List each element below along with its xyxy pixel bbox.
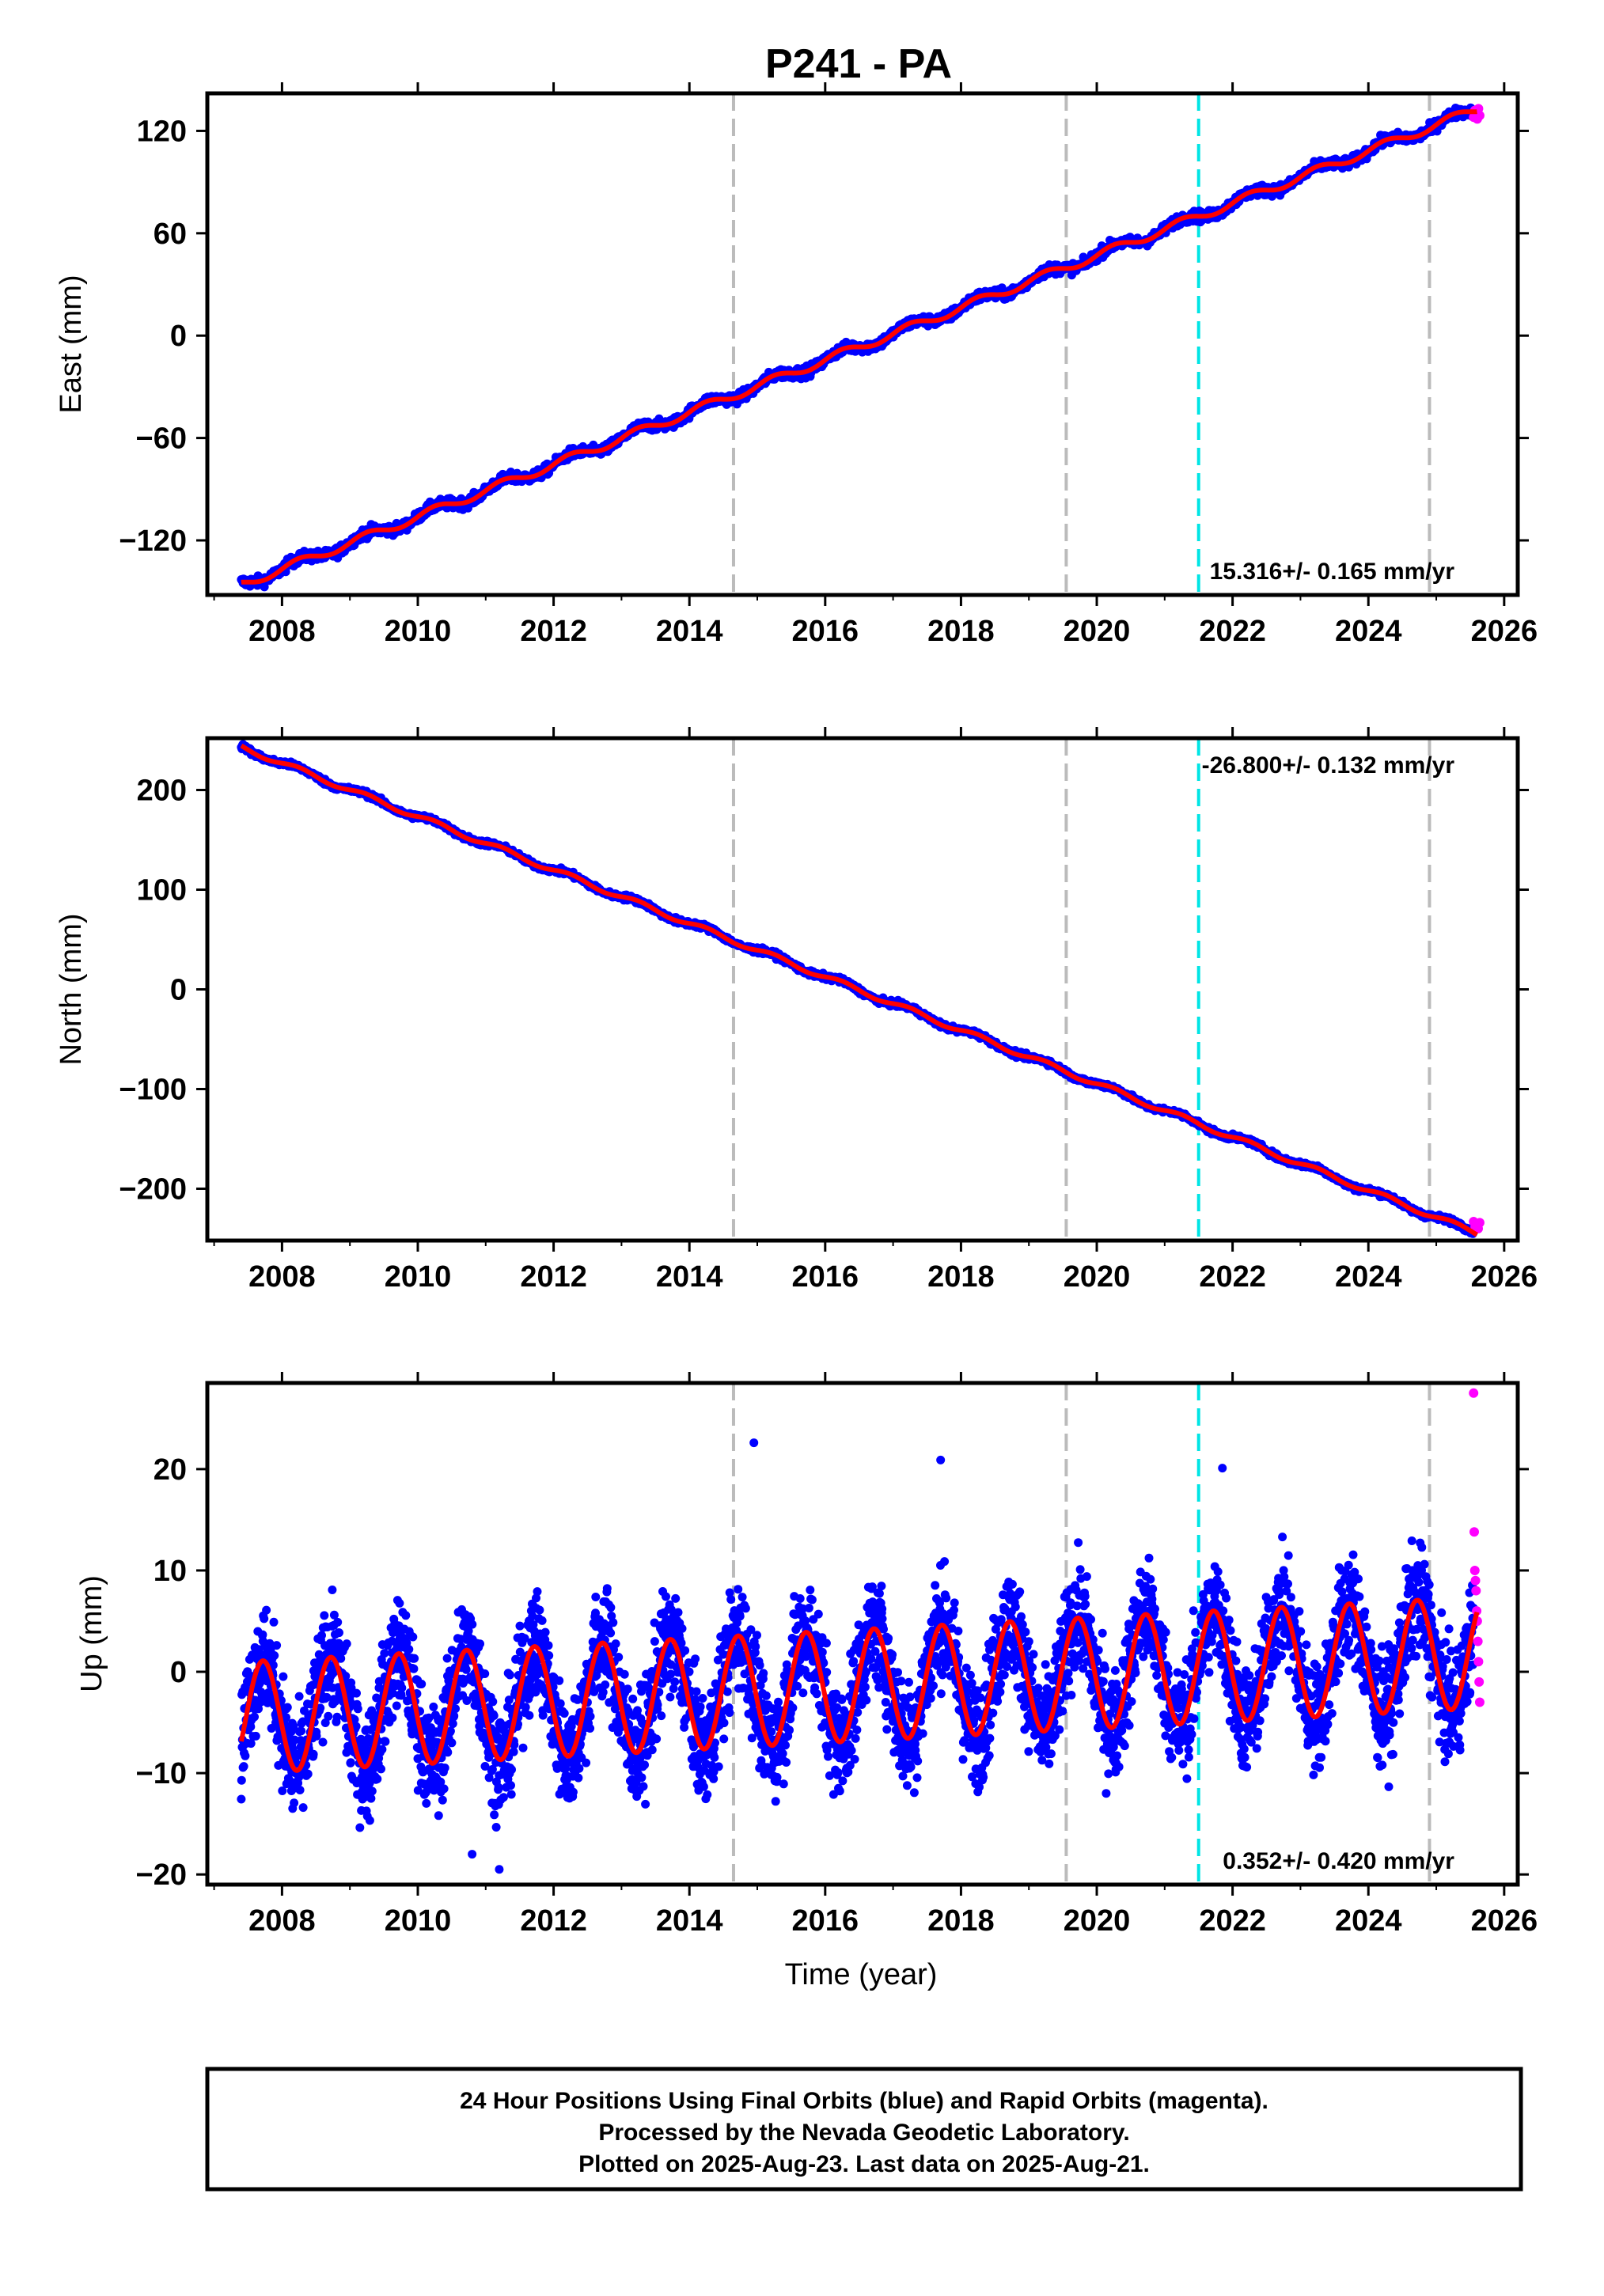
data-point: [283, 1703, 292, 1712]
x-tick-label: 2018: [927, 615, 995, 648]
data-point: [241, 1751, 250, 1760]
data-point: [365, 1816, 374, 1825]
x-tick-label: 2014: [656, 1260, 723, 1294]
data-point: [269, 1617, 279, 1627]
x-tick-label: 2010: [385, 1260, 452, 1294]
data-point: [353, 1704, 362, 1714]
model-line: [240, 743, 1479, 1237]
data-point: [320, 1611, 329, 1620]
data-point: [366, 1794, 376, 1803]
x-tick-label: 2026: [1471, 1260, 1538, 1294]
data-point: [312, 1731, 321, 1741]
data-point: [377, 1745, 387, 1754]
x-tick-label: 2018: [927, 1260, 995, 1294]
data-point: [324, 1711, 333, 1721]
data-point: [332, 1712, 342, 1722]
data-point: [250, 1712, 259, 1722]
data-point: [381, 1737, 390, 1746]
x-tick-label: 2016: [792, 1260, 859, 1294]
y-tick-label: −100: [119, 1073, 187, 1106]
data-point: [380, 1649, 389, 1658]
data-point: [388, 1713, 397, 1722]
data-point: [294, 1692, 304, 1701]
data-point: [298, 1803, 308, 1813]
data-point: [328, 1586, 337, 1594]
data-point: [352, 1688, 361, 1698]
panel-up: 2008 2010 2012 2014 2016 2018 2020 2022 2024 2026…: [75, 1372, 1538, 1991]
x-tick-label: 2022: [1199, 615, 1266, 648]
data-point: [270, 1651, 279, 1660]
figure-title: P241 - PA: [765, 41, 952, 87]
plot-frame: [205, 91, 1520, 597]
data-point: [260, 1614, 269, 1623]
y-tick-label: −120: [119, 525, 187, 558]
data-point: [397, 1683, 407, 1692]
x-tick-label: 2008: [248, 1260, 316, 1294]
data-point: [401, 1611, 411, 1620]
data-point: [318, 1737, 328, 1747]
y-tick-label: −200: [119, 1173, 187, 1206]
y-axis-label: East (mm): [55, 275, 88, 413]
x-tick-label: 2020: [1064, 615, 1131, 648]
data-point: [237, 1794, 246, 1804]
data-point: [260, 582, 269, 592]
data-point: [367, 1786, 377, 1796]
rapid-orbit-point: [1474, 1218, 1485, 1228]
x-tick-label: 2024: [1335, 1260, 1402, 1294]
data-point: [333, 1617, 343, 1627]
rate-label: -26.800+/- 0.132 mm/yr: [1202, 752, 1455, 779]
y-tick-label: −60: [136, 422, 187, 456]
x-tick-label: 2016: [792, 615, 859, 648]
data-point: [395, 1598, 404, 1608]
data-point: [272, 1641, 282, 1650]
x-tick-label: 2024: [1335, 615, 1402, 648]
x-tick-label: 2012: [520, 615, 587, 648]
data-point: [262, 1605, 271, 1615]
data-point: [297, 1726, 306, 1736]
data-point: [342, 1639, 351, 1649]
data-point: [251, 1731, 260, 1741]
y-tick-label: 120: [137, 115, 187, 148]
y-tick-label: 60: [154, 218, 187, 251]
y-axis-label: North (mm): [55, 913, 88, 1065]
data-point: [373, 1775, 382, 1783]
rate-label: 15.316+/- 0.165 mm/yr: [1210, 559, 1455, 585]
data-point: [377, 1764, 385, 1774]
panel-north: 2008 2010 2012 2014 2016 2018 2020 2022 2024 2026…: [55, 727, 1538, 1294]
y-tick-label: 100: [137, 874, 187, 907]
model-line: [241, 109, 1477, 585]
data-point: [335, 1628, 343, 1638]
data-point: [239, 1762, 248, 1771]
data-point: [303, 1769, 313, 1779]
rapid-orbit-point: [1474, 111, 1485, 121]
data-point: [295, 1786, 305, 1794]
final-orbits-points: [237, 1438, 1478, 1874]
data-point: [279, 1672, 288, 1681]
y-tick-label: 200: [137, 775, 187, 808]
x-tick-label: 2010: [385, 615, 452, 648]
x-tick-label: 2020: [1064, 1260, 1131, 1294]
x-tick-label: 2012: [520, 1260, 587, 1294]
data-point: [317, 1631, 326, 1640]
data-point: [392, 1701, 401, 1711]
data-point: [346, 1758, 355, 1767]
data-point: [237, 1775, 246, 1785]
data-point: [355, 1823, 365, 1832]
panel-east: 2008 2010 2012 2014 2016 2018 2020 2022 2024 2026…: [55, 82, 1538, 648]
x-tick-label: 2022: [1199, 1260, 1266, 1294]
x-tick-label: 2008: [248, 615, 316, 648]
x-tick-label: 2026: [1471, 615, 1538, 648]
y-tick-label: 0: [170, 974, 187, 1007]
x-tick-label: 2014: [656, 615, 723, 648]
data-point: [290, 1798, 299, 1808]
y-tick-label: 0: [170, 320, 187, 353]
data-point: [1432, 127, 1442, 136]
data-point: [309, 1749, 318, 1759]
